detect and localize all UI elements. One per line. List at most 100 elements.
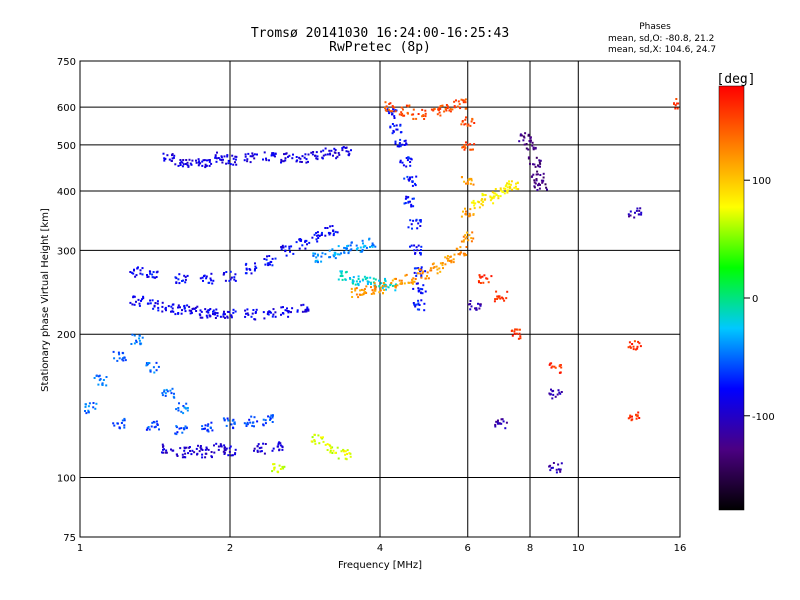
echo-point <box>500 422 503 425</box>
echo-point <box>173 392 175 395</box>
echo-point <box>459 107 462 110</box>
echo-point <box>210 279 213 282</box>
echo-point <box>316 155 319 158</box>
echo-point <box>392 108 395 111</box>
echo-point <box>200 310 203 313</box>
echo-point <box>348 452 351 455</box>
echo-point <box>463 254 466 257</box>
echo-point <box>415 282 418 285</box>
echo-point <box>479 304 482 307</box>
echo-point <box>149 302 152 305</box>
echo-point <box>296 310 299 313</box>
echo-point <box>209 426 212 429</box>
echo-point <box>175 453 178 456</box>
echo-point <box>391 113 393 116</box>
echo-point <box>438 267 441 270</box>
echo-point <box>403 114 406 117</box>
echo-point <box>408 104 411 107</box>
echo-point <box>324 153 327 156</box>
echo-point <box>268 159 270 162</box>
echo-point <box>101 384 104 386</box>
echo-point <box>627 417 630 420</box>
echo-point <box>259 450 262 453</box>
echo-point <box>441 262 444 264</box>
echo-point <box>409 219 412 222</box>
echo-point <box>370 283 372 285</box>
echo-point <box>164 451 167 454</box>
echo-point <box>274 315 277 318</box>
echo-point <box>233 276 236 279</box>
phase-stats-x: mean, sd,X: 104.6, 24.7 <box>608 45 717 55</box>
echo-point <box>256 420 259 423</box>
echo-point <box>341 147 344 150</box>
echo-point <box>398 113 401 116</box>
echo-point <box>258 447 261 450</box>
echo-point <box>403 282 406 285</box>
echo-point <box>548 392 551 395</box>
echo-point <box>334 452 337 454</box>
echo-point <box>538 161 541 164</box>
echo-point <box>301 244 304 247</box>
echo-point <box>208 309 211 312</box>
echo-point <box>268 310 271 313</box>
echo-point <box>371 245 374 248</box>
echo-point <box>146 274 148 276</box>
echo-point <box>629 214 632 217</box>
echo-point <box>186 407 189 409</box>
echo-point <box>331 225 334 227</box>
echo-point <box>634 348 637 351</box>
echo-point <box>424 277 427 280</box>
echo-point <box>175 408 178 411</box>
echo-point <box>534 182 537 185</box>
echo-point <box>177 409 180 412</box>
echo-point <box>169 389 172 392</box>
echo-point <box>399 159 402 162</box>
echo-point <box>412 197 415 200</box>
echo-point <box>208 159 211 161</box>
echo-point <box>393 115 396 118</box>
colorbar-tick-label: 0 <box>752 294 758 305</box>
echo-point <box>503 299 506 302</box>
echo-point <box>337 278 340 281</box>
echo-point <box>231 454 234 457</box>
echo-point <box>336 155 339 158</box>
echo-point <box>313 439 316 441</box>
echo-point <box>149 299 152 302</box>
echo-point <box>449 260 451 262</box>
echo-point <box>267 415 270 418</box>
echo-point <box>558 391 561 394</box>
echo-point <box>215 157 218 160</box>
echo-point <box>229 445 232 448</box>
echo-point <box>190 163 193 166</box>
echo-point <box>254 268 256 271</box>
echo-point <box>178 402 180 405</box>
echo-point <box>372 291 375 294</box>
echo-point <box>420 299 423 302</box>
echo-point <box>212 279 215 282</box>
echo-point <box>202 279 204 282</box>
echo-point <box>332 254 335 257</box>
echo-point <box>462 99 465 102</box>
echo-point <box>304 247 307 250</box>
echo-point <box>105 384 108 387</box>
echo-point <box>178 273 181 276</box>
echo-point <box>314 154 316 157</box>
echo-point <box>207 311 210 314</box>
echo-point <box>392 130 395 133</box>
echo-point <box>209 315 212 318</box>
echo-point <box>184 456 187 459</box>
echo-point <box>340 272 343 275</box>
echo-point <box>365 285 368 288</box>
echo-point <box>470 305 473 308</box>
echo-point <box>496 298 499 300</box>
echo-point <box>416 249 419 252</box>
echo-point <box>414 182 416 185</box>
echo-point <box>315 232 318 234</box>
echo-point <box>123 417 126 420</box>
echo-point <box>406 175 409 178</box>
echo-point <box>465 182 467 185</box>
echo-point <box>157 309 160 312</box>
echo-point <box>155 420 158 423</box>
echo-point <box>223 444 226 447</box>
echo-point <box>211 282 214 285</box>
